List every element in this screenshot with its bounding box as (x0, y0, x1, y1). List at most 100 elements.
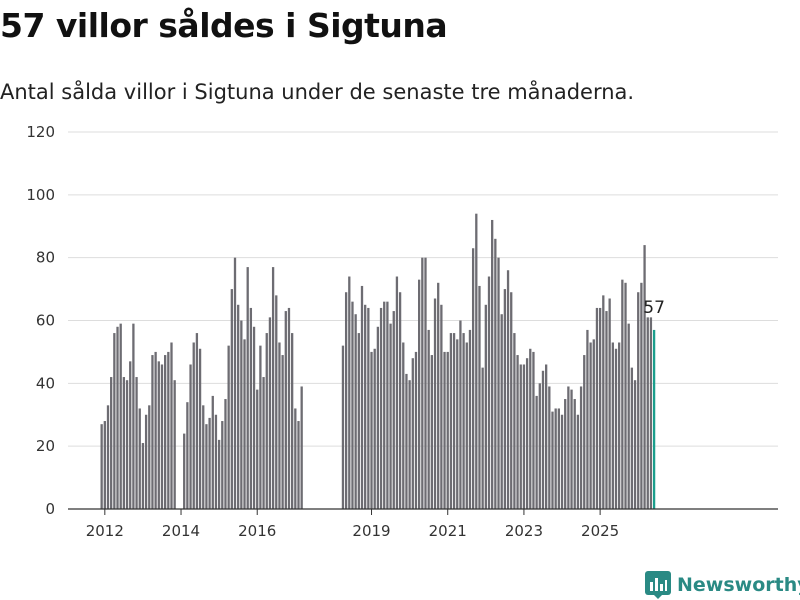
y-tick-label: 120 (26, 123, 55, 141)
bar (373, 348, 376, 509)
bar (525, 358, 529, 509)
x-tick-label: 2014 (162, 522, 200, 540)
bar (405, 373, 408, 509)
bar (630, 367, 634, 509)
bar (211, 395, 214, 509)
bar (427, 329, 430, 509)
bar (437, 282, 440, 509)
bar (576, 414, 580, 509)
bar (291, 333, 294, 509)
bar (481, 367, 484, 509)
value-label: 57 (643, 298, 665, 318)
bar (605, 311, 608, 509)
annotations: 57 (643, 298, 665, 318)
bar (516, 355, 519, 509)
bar (421, 257, 424, 509)
bar (532, 351, 535, 509)
bar (170, 342, 173, 509)
bar (287, 307, 291, 509)
bar (557, 408, 560, 509)
bar (484, 304, 487, 509)
x-tick-label: 2016 (238, 522, 276, 540)
bar (259, 345, 262, 509)
bar (551, 411, 554, 509)
bar (554, 408, 557, 509)
bar (252, 326, 256, 509)
bar (573, 399, 576, 509)
bar (119, 323, 122, 509)
y-tick-label: 0 (45, 500, 55, 518)
bar (497, 257, 500, 509)
bar (548, 386, 551, 509)
bar (389, 323, 392, 509)
bar (214, 414, 218, 509)
bar (449, 333, 453, 509)
bar (344, 292, 348, 509)
bar (478, 285, 481, 509)
bar (621, 279, 624, 509)
bar (164, 355, 167, 509)
y-tick-label: 20 (36, 437, 55, 455)
bar (243, 339, 246, 509)
bar (462, 333, 465, 509)
bar (649, 317, 653, 509)
bar (500, 314, 503, 509)
bar (157, 361, 160, 509)
newsworthy-brand[interactable]: Newsworthy (645, 571, 800, 599)
bar (221, 421, 224, 509)
bar (614, 348, 618, 509)
bar (602, 295, 605, 509)
bar (398, 292, 402, 509)
bar (440, 304, 443, 509)
bar (529, 348, 532, 509)
bar (583, 355, 586, 509)
bar (459, 320, 462, 509)
bar (360, 285, 364, 509)
bar (144, 414, 148, 509)
bar (135, 377, 138, 509)
bar (367, 307, 370, 509)
bar (240, 320, 243, 509)
bar (491, 219, 494, 509)
bar (376, 326, 380, 509)
bar (567, 386, 570, 509)
y-tick-label: 60 (36, 312, 55, 330)
bar (300, 386, 303, 509)
bar (103, 421, 106, 509)
bar (618, 342, 621, 509)
y-axis-labels: 0 20 40 60 80 100 120 (26, 123, 55, 518)
bar (418, 279, 421, 509)
bar (535, 395, 538, 509)
bar (579, 386, 583, 509)
bar (202, 405, 205, 509)
bar (106, 405, 110, 509)
highlighted-bar (652, 329, 656, 509)
bar (284, 311, 287, 509)
bar (262, 377, 265, 509)
chart-subtitle: Antal sålda villor i Sigtuna under de se… (0, 80, 635, 104)
bar (354, 314, 357, 509)
bar (424, 257, 427, 509)
bar (141, 443, 145, 509)
page-title: 57 villor såldes i Sigtuna (0, 6, 448, 45)
bar (402, 342, 405, 509)
bar (271, 267, 275, 509)
bar (224, 399, 227, 509)
bar (379, 307, 383, 509)
x-tick-label: 2025 (581, 522, 619, 540)
bar (560, 414, 564, 509)
bar (370, 351, 373, 509)
bar (233, 257, 237, 509)
bar (151, 355, 154, 509)
bar (433, 298, 437, 509)
bar (265, 333, 268, 509)
bar (443, 351, 446, 509)
bar (116, 326, 119, 509)
bar (129, 361, 132, 509)
bar (110, 377, 113, 509)
x-tick-label: 2012 (86, 522, 124, 540)
bars (100, 213, 656, 510)
bar (408, 380, 411, 509)
bar (643, 245, 646, 509)
bar (487, 276, 491, 509)
